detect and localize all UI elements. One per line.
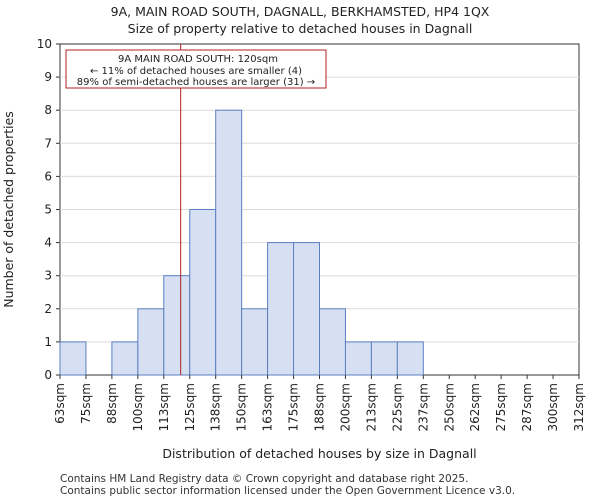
y-tick-label: 10 bbox=[37, 37, 52, 51]
x-tick-label: 225sqm bbox=[390, 383, 404, 431]
histogram-bar bbox=[241, 308, 269, 376]
histogram-bar bbox=[111, 341, 139, 376]
x-tick-label: 275sqm bbox=[494, 383, 508, 431]
histogram-bar bbox=[370, 341, 398, 376]
y-axis-label: Number of detached properties bbox=[1, 111, 16, 308]
y-tick-label: 5 bbox=[44, 203, 52, 217]
x-tick-label: 188sqm bbox=[313, 383, 327, 431]
y-tick-label: 7 bbox=[44, 136, 52, 150]
x-tick-label: 138sqm bbox=[209, 383, 223, 431]
x-tick-label: 75sqm bbox=[79, 383, 93, 424]
histogram-bar bbox=[267, 242, 295, 376]
annotation-line: 9A MAIN ROAD SOUTH: 120sqm bbox=[118, 54, 278, 65]
x-tick-label: 287sqm bbox=[520, 383, 534, 431]
x-tick-label: 88sqm bbox=[105, 383, 119, 424]
x-tick-label: 63sqm bbox=[53, 383, 67, 424]
annotation-box bbox=[65, 49, 327, 89]
y-tick-label: 1 bbox=[44, 335, 52, 349]
x-tick-label: 200sqm bbox=[338, 383, 352, 431]
x-tick-label: 213sqm bbox=[364, 383, 378, 431]
histogram-bar bbox=[189, 209, 217, 376]
footer-licence: Contains public sector information licen… bbox=[60, 485, 516, 497]
annotation-line: ← 11% of detached houses are smaller (4) bbox=[90, 66, 302, 77]
x-axis-label: Distribution of detached houses by size … bbox=[162, 446, 476, 461]
x-tick-label: 312sqm bbox=[572, 383, 586, 431]
x-tick-label: 237sqm bbox=[416, 383, 430, 431]
histogram-bar bbox=[215, 109, 243, 376]
histogram-bar bbox=[319, 308, 346, 376]
y-tick-label: 4 bbox=[44, 236, 52, 250]
x-tick-label: 125sqm bbox=[183, 383, 197, 431]
histogram-bar bbox=[163, 275, 191, 376]
y-tick-label: 2 bbox=[44, 302, 52, 316]
histogram-bar bbox=[137, 308, 165, 376]
x-tick-label: 150sqm bbox=[235, 383, 249, 431]
histogram-bar bbox=[59, 341, 87, 376]
y-tick-label: 9 bbox=[44, 70, 52, 84]
y-tick-label: 8 bbox=[44, 103, 52, 117]
histogram-bar bbox=[293, 242, 320, 376]
y-tick-label: 6 bbox=[44, 169, 52, 183]
footer-copyright: Contains HM Land Registry data © Crown c… bbox=[60, 473, 469, 485]
x-tick-label: 100sqm bbox=[131, 383, 145, 431]
x-tick-label: 262sqm bbox=[468, 383, 482, 431]
histogram-bar bbox=[396, 341, 424, 376]
y-tick-label: 0 bbox=[44, 368, 52, 382]
chart-subtitle: Size of property relative to detached ho… bbox=[127, 21, 473, 36]
x-tick-label: 113sqm bbox=[157, 383, 171, 431]
x-tick-label: 175sqm bbox=[287, 383, 301, 431]
histogram-bar bbox=[344, 341, 372, 376]
x-tick-label: 163sqm bbox=[261, 383, 275, 431]
chart-title: 9A, MAIN ROAD SOUTH, DAGNALL, BERKHAMSTE… bbox=[110, 4, 490, 19]
y-tick-label: 3 bbox=[44, 269, 52, 283]
x-tick-label: 250sqm bbox=[442, 383, 456, 431]
annotation-line: 89% of semi-detached houses are larger (… bbox=[77, 77, 315, 88]
x-tick-label: 300sqm bbox=[546, 383, 560, 431]
